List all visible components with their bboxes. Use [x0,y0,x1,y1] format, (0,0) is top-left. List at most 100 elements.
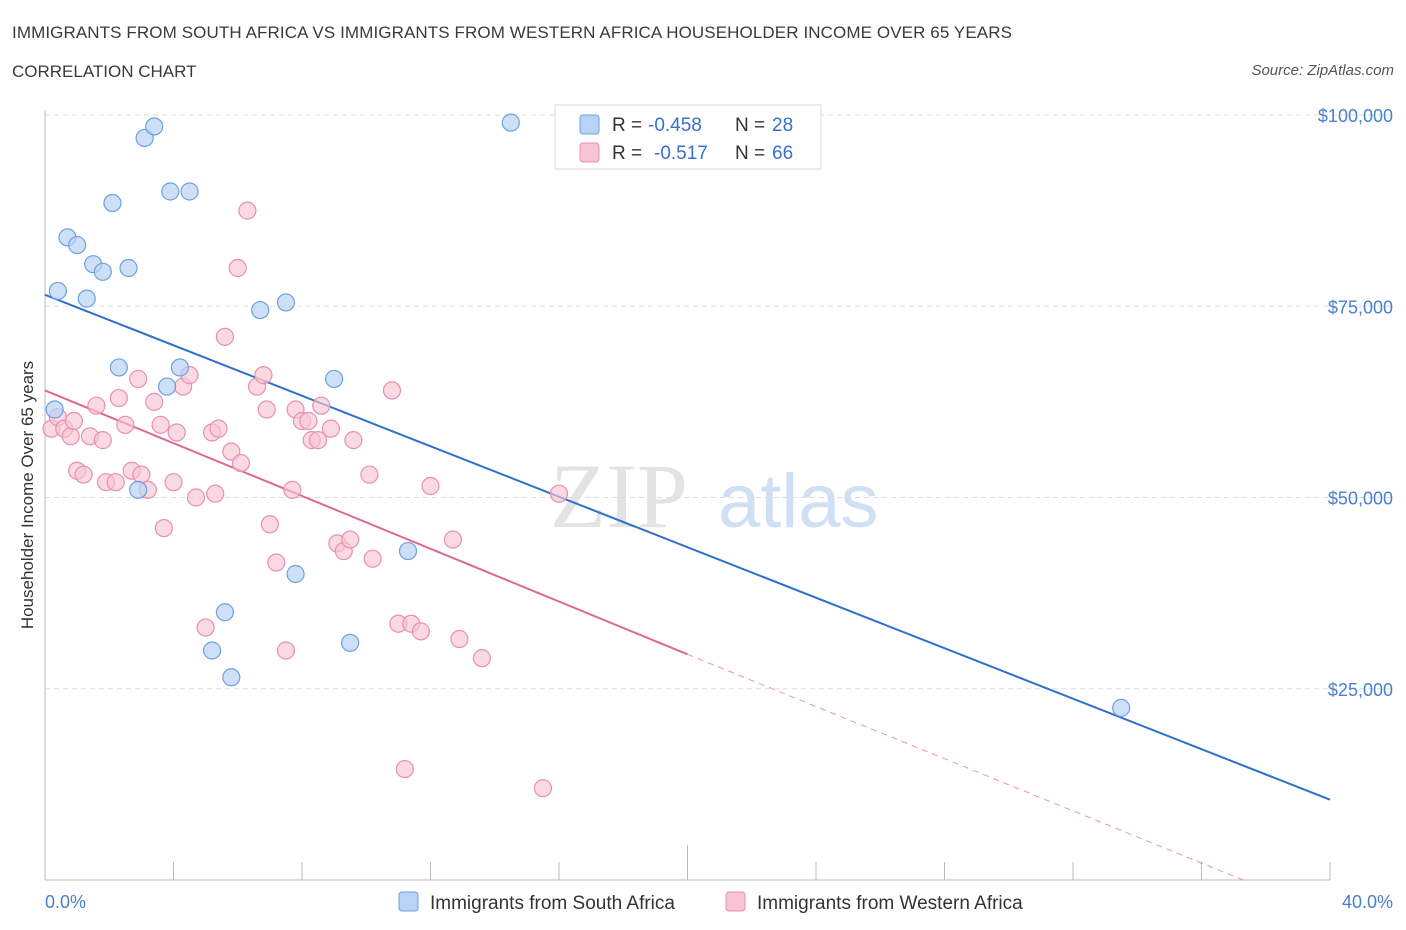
point-south-africa [1112,698,1131,717]
chart-title: IMMIGRANTS FROM SOUTH AFRICA VS IMMIGRAN… [12,23,1013,42]
point-south-africa [286,564,305,584]
legend-n-label-2: N = [735,143,765,164]
point-western-africa [260,515,279,534]
point-south-africa [157,377,177,396]
chart-subtitle: CORRELATION CHART [12,62,197,81]
point-south-africa [145,117,164,136]
point-western-africa [167,423,186,442]
point-south-africa [251,300,270,320]
point-western-africa [186,488,206,507]
x-tick-label-min: 0.0% [45,892,86,912]
point-western-africa [164,473,183,492]
grid-lines [45,114,1395,690]
trend-lines [44,293,1331,881]
point-western-africa [533,779,553,798]
trend-line-western-africa [44,389,688,656]
bottom-legend-swatch-western-africa [725,891,746,912]
point-western-africa [228,258,247,278]
point-western-africa [254,366,273,385]
watermark-zip: ZIP [550,445,688,547]
bottom-legend: Immigrants from South Africa Immigrants … [398,891,1023,914]
point-western-africa [443,530,463,549]
bottom-legend-label-western-africa: Immigrants from Western Africa [757,893,1023,914]
bottom-legend-label-south-africa: Immigrants from South Africa [430,893,675,914]
legend-r-value-1: -0.458 [648,115,702,136]
data-points [42,113,1131,798]
legend-swatch-south-africa [579,114,600,135]
point-western-africa [215,327,234,346]
legend-n-value-1: 28 [772,115,793,136]
y-tick-label: $50,000 [1328,489,1393,509]
point-western-africa [257,400,276,419]
point-western-africa [276,641,296,660]
point-western-africa [132,465,151,484]
point-western-africa [154,518,173,538]
watermark-atlas: atlas [718,459,879,544]
point-western-africa [87,396,106,415]
point-south-africa [180,182,199,201]
point-western-africa [238,201,257,220]
point-western-africa [312,396,331,415]
x-tick-label-max: 40.0% [1342,892,1393,912]
top-legend: R = -0.458 N = 28 R = -0.517 N = 66 [554,104,822,170]
point-western-africa [145,392,164,411]
point-south-africa [68,235,87,255]
legend-swatch-western-africa [579,142,600,163]
point-western-africa [231,453,251,473]
point-western-africa [344,431,363,450]
point-western-africa [267,553,286,572]
point-western-africa [206,484,225,503]
legend-n-value-2: 66 [772,143,793,164]
point-western-africa [106,473,125,492]
point-western-africa [308,431,328,450]
y-axis-label: Householder Income Over 65 years [18,361,37,629]
point-south-africa [222,668,241,687]
point-western-africa [360,465,379,484]
point-south-africa [119,258,138,278]
point-south-africa [161,182,180,201]
y-tick-label: $75,000 [1328,297,1393,317]
point-south-africa [325,369,344,389]
point-western-africa [363,549,382,568]
trend-line-south-africa [44,293,1331,801]
point-western-africa [382,381,402,400]
point-western-africa [395,759,414,779]
point-south-africa [77,289,96,308]
point-western-africa [450,629,469,649]
point-western-africa [411,622,430,641]
point-south-africa [276,293,296,312]
point-south-africa [170,358,190,377]
axes: $25,000 $50,000 $75,000 $100,000 0.0% 40.0% [44,106,1393,912]
point-western-africa [209,419,228,438]
point-western-africa [93,431,112,450]
point-south-africa [501,113,520,132]
point-western-africa [472,649,491,668]
point-south-africa [45,400,64,419]
y-tick-label: $100,000 [1318,106,1393,126]
point-western-africa [64,411,84,431]
legend-r-label-1: R = [612,115,642,136]
point-south-africa [398,541,418,561]
legend-r-value-2: -0.517 [654,143,708,164]
point-south-africa [341,633,360,652]
point-south-africa [129,480,148,499]
trend-line-western-africa-extension [687,653,1244,881]
legend-r-label-2: R = [612,143,642,164]
point-south-africa [103,193,122,213]
point-western-africa [151,415,170,434]
point-western-africa [116,415,135,434]
point-western-africa [283,480,302,499]
point-south-africa [48,281,67,301]
legend-n-label-1: N = [735,115,765,136]
point-western-africa [196,618,215,637]
y-tick-label: $25,000 [1328,680,1393,700]
point-western-africa [74,465,93,484]
point-western-africa [129,369,148,389]
bottom-legend-swatch-south-africa [398,891,419,912]
point-south-africa [202,641,222,660]
point-south-africa [109,358,128,377]
point-western-africa [549,484,569,503]
point-western-africa [321,419,341,438]
point-south-africa [215,603,234,622]
